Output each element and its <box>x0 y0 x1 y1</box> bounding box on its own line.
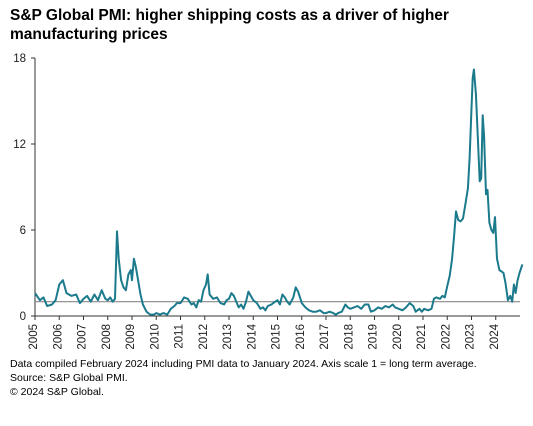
x-tick-label: 2020 <box>392 324 404 350</box>
y-tick-label: 6 <box>20 225 26 237</box>
x-tick-label: 2016 <box>295 324 307 350</box>
x-tick-label: 2008 <box>101 324 113 350</box>
y-tick-label: 0 <box>20 311 26 323</box>
x-tick-label: 2023 <box>465 324 477 350</box>
note-source: Source: S&P Global PMI. <box>10 372 128 384</box>
series-line-shipping-costs <box>34 68 524 316</box>
x-axis: 2005 2006 2007 2008 2009 2010 2011 2012 2013 2014… <box>28 315 520 350</box>
x-tick-label: 2010 <box>149 324 161 350</box>
x-tick-label: 2014 <box>246 323 258 349</box>
x-tick-label: 2022 <box>440 324 452 350</box>
x-tick-label: 2012 <box>198 324 210 350</box>
x-tick-label: 2005 <box>28 324 40 350</box>
note-data-compiled: Data compiled February 2024 including PM… <box>10 358 477 370</box>
y-tick-label: 18 <box>13 53 26 65</box>
x-tick-label: 2007 <box>77 324 89 350</box>
x-tick-label: 2006 <box>52 324 64 350</box>
x-tick-label: 2011 <box>174 324 186 349</box>
x-tick-label: 2013 <box>222 324 234 350</box>
series-layer <box>34 68 524 316</box>
x-tick-label: 2015 <box>271 324 283 350</box>
y-axis: 0 6 12 18 <box>13 53 36 323</box>
x-tick-label: 2019 <box>368 324 380 350</box>
chart-title: S&P Global PMI: higher shipping costs as… <box>10 7 449 43</box>
note-copyright: © 2024 S&P Global. <box>10 386 104 398</box>
chart-notes: Data compiled February 2024 including PM… <box>10 357 477 399</box>
x-tick-label: 2018 <box>343 324 355 350</box>
x-tick-label: 2017 <box>319 324 331 350</box>
x-tick-label: 2024 <box>489 323 501 349</box>
x-tick-label: 2021 <box>416 324 428 350</box>
y-tick-label: 12 <box>13 139 26 151</box>
x-tick-label: 2009 <box>125 324 137 350</box>
